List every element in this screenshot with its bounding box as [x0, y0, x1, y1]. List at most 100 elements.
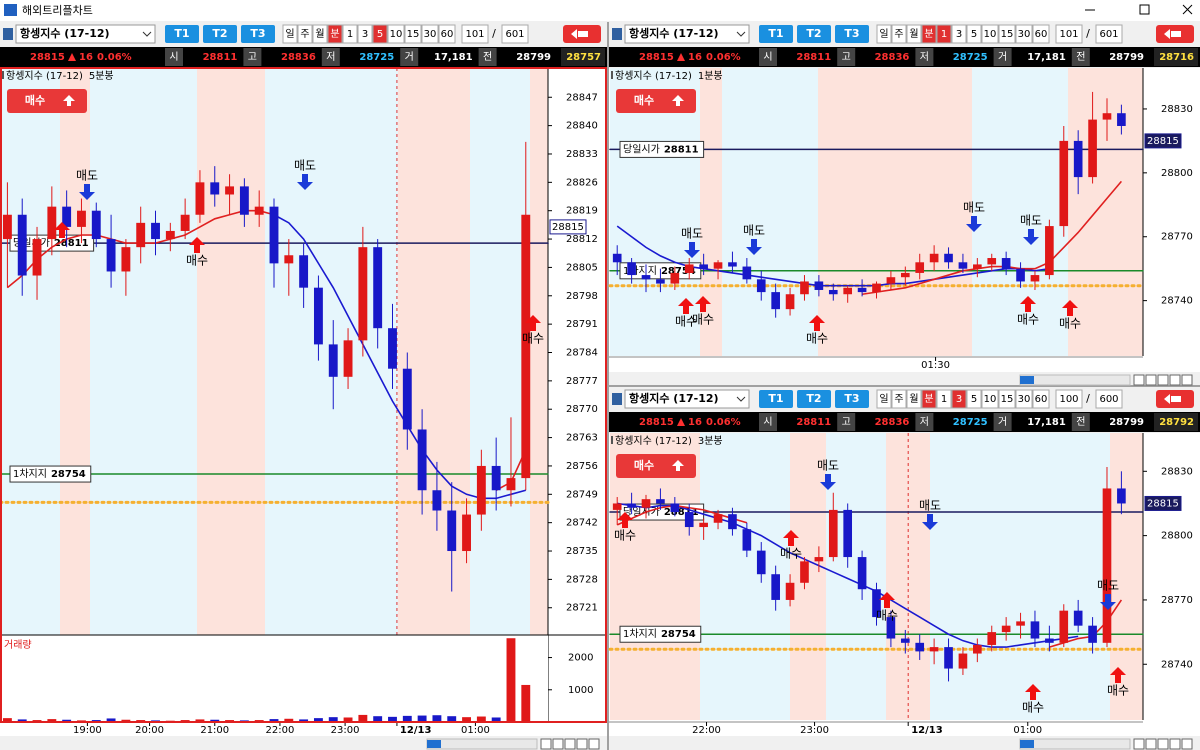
buy-button[interactable] [7, 89, 87, 113]
settings-button[interactable] [1169, 374, 1181, 386]
period-button[interactable] [966, 389, 982, 409]
settings-button[interactable] [576, 738, 588, 750]
scrollbar[interactable] [1019, 738, 1131, 750]
symbol-name: 항셍지수 (17-12) [20, 26, 110, 40]
t-button[interactable] [165, 25, 199, 43]
period-button[interactable] [372, 24, 388, 44]
candle-body [17, 214, 27, 276]
count-input[interactable] [461, 24, 489, 44]
zoom-out-button[interactable] [1133, 374, 1145, 386]
buy-button[interactable] [616, 454, 696, 478]
change: 16 [688, 52, 702, 63]
scroll-thumb[interactable] [427, 740, 441, 748]
close-button[interactable] [1182, 4, 1193, 15]
period-button[interactable] [998, 389, 1016, 409]
symbol-dropdown[interactable] [624, 24, 750, 44]
t-button-label: T3 [844, 392, 859, 405]
period-button[interactable] [1032, 389, 1050, 409]
signal-arrow [54, 222, 70, 238]
period-button[interactable] [891, 389, 907, 409]
y-tick-label: 28833 [566, 149, 598, 160]
period-button[interactable] [921, 24, 937, 44]
period-label: 60 [441, 29, 454, 40]
signal-arrow [1062, 300, 1078, 316]
t-button[interactable] [759, 390, 793, 408]
count-input[interactable] [1055, 389, 1083, 409]
candle-body [973, 644, 982, 654]
zoom-in-button[interactable] [552, 738, 564, 750]
period-label: 3 [956, 29, 962, 40]
candle-body [656, 279, 665, 284]
period-button[interactable] [951, 24, 967, 44]
scroll-thumb[interactable] [1020, 376, 1034, 384]
period-button[interactable] [1015, 24, 1033, 44]
save-button[interactable] [588, 738, 600, 750]
t-button[interactable] [241, 25, 275, 43]
settings-button[interactable] [1169, 738, 1181, 750]
y-tick-label: 28728 [566, 574, 598, 585]
period-button[interactable] [951, 389, 967, 409]
period-button[interactable] [981, 24, 999, 44]
field-label: 고 [842, 52, 851, 63]
legend-symbol: 항셍지수 (17-12) [615, 70, 692, 82]
t-button[interactable] [203, 25, 237, 43]
zoom-out-button[interactable] [1133, 738, 1145, 750]
candle-body [756, 550, 766, 575]
reset-button[interactable] [564, 738, 576, 750]
legend-marker [2, 71, 4, 79]
save-button[interactable] [1181, 374, 1193, 386]
y-tick-label: 28763 [566, 433, 598, 444]
period-button[interactable] [438, 24, 456, 44]
zoom-in-button[interactable] [1145, 374, 1157, 386]
field-label-cell [759, 48, 777, 66]
period-button[interactable] [906, 389, 922, 409]
reset-button[interactable] [1157, 374, 1169, 386]
period-button[interactable] [966, 24, 982, 44]
t-button[interactable] [835, 25, 869, 43]
period-button[interactable] [297, 24, 313, 44]
t-button[interactable] [759, 25, 793, 43]
scrollbar[interactable] [1019, 374, 1131, 386]
reset-button[interactable] [1157, 738, 1169, 750]
period-button[interactable] [282, 24, 298, 44]
save-button[interactable] [1181, 738, 1193, 750]
period-button[interactable] [357, 24, 373, 44]
period-button[interactable] [921, 389, 937, 409]
period-button[interactable] [421, 24, 439, 44]
t-button[interactable] [797, 390, 831, 408]
count-input[interactable] [1055, 24, 1083, 44]
period-button[interactable] [312, 24, 328, 44]
period-button[interactable] [981, 389, 999, 409]
period-button[interactable] [876, 389, 892, 409]
t-button[interactable] [797, 25, 831, 43]
period-button[interactable] [327, 24, 343, 44]
period-button[interactable] [936, 24, 952, 44]
symbol-dropdown[interactable] [15, 24, 156, 44]
period-button[interactable] [1015, 389, 1033, 409]
scroll-thumb[interactable] [1020, 740, 1034, 748]
period-button[interactable] [906, 24, 922, 44]
period-button[interactable] [891, 24, 907, 44]
candle-body [670, 272, 680, 284]
volume-bar [521, 684, 531, 722]
maximize-button[interactable] [1139, 4, 1150, 15]
symbol-dropdown[interactable] [624, 389, 750, 409]
candle-body [828, 289, 838, 295]
period-label: 15 [1001, 394, 1014, 405]
count-input[interactable] [501, 24, 529, 44]
scrollbar[interactable] [426, 738, 538, 750]
period-button[interactable] [936, 389, 952, 409]
count-input[interactable] [1095, 389, 1123, 409]
count-input[interactable] [1095, 24, 1123, 44]
period-button[interactable] [998, 24, 1016, 44]
period-button[interactable] [387, 24, 405, 44]
period-button[interactable] [876, 24, 892, 44]
period-button[interactable] [404, 24, 422, 44]
t-button[interactable] [835, 390, 869, 408]
period-button[interactable] [342, 24, 358, 44]
signal-label: 매수 [614, 529, 636, 543]
zoom-out-button[interactable] [540, 738, 552, 750]
period-button[interactable] [1032, 24, 1050, 44]
zoom-in-button[interactable] [1145, 738, 1157, 750]
buy-button[interactable] [616, 89, 696, 113]
